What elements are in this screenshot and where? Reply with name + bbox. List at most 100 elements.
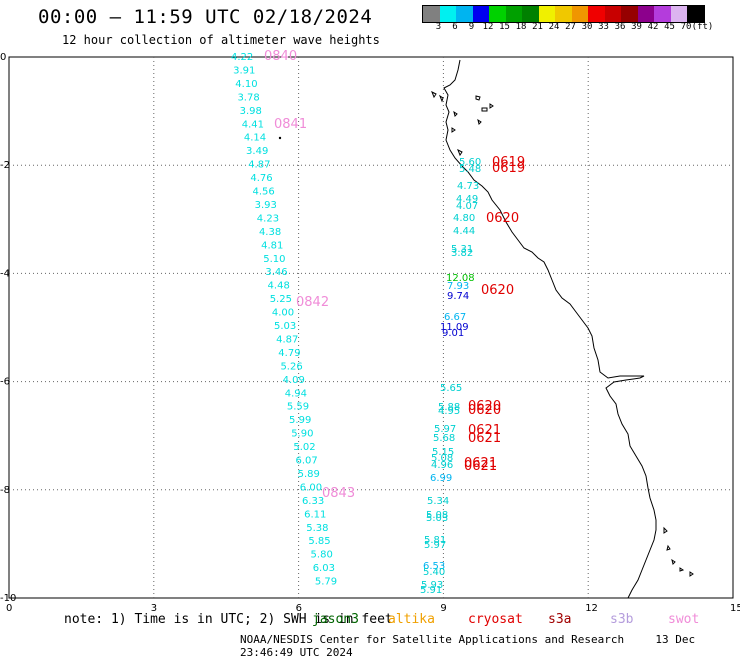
y-tick-label: -6 [0,377,10,388]
wave-height-value: 4.22 [231,52,253,63]
wave-height-value: 4.10 [235,79,257,90]
wave-height-value: 5.85 [308,536,330,547]
y-tick-label: -10 [0,593,16,604]
color-swatch [505,6,522,22]
pass-time-label: 0620 [481,283,514,298]
color-swatch [472,6,489,22]
color-swatch [687,6,704,22]
color-swatch [621,6,638,22]
color-swatch [456,6,473,22]
wave-height-value: 4.95 [438,406,460,417]
color-scale-label: 3 [435,22,442,32]
wave-height-value: 5.48 [459,164,481,175]
wave-height-value: 7.93 [447,281,469,292]
grid-lines [9,57,733,598]
color-scale-label: 18 [515,22,527,32]
wave-height-value: 6.00 [300,482,322,493]
coast-islands [431,90,694,577]
pass-time-label: 0840 [264,49,297,64]
wave-height-value: 4.81 [261,240,283,251]
wave-height-value: 5.60 [459,157,481,168]
wave-height-value: 5.89 [298,469,320,480]
pass-time-label: 0621 [468,423,501,438]
color-swatch [588,6,605,22]
wave-height-value: 5.31 [451,244,473,255]
color-scale-label: 33 [598,22,609,32]
pass-time-label: 0619 [492,155,525,170]
y-tick-label: -8 [0,485,10,496]
wave-height-value: 6.11 [304,509,326,520]
color-swatch [571,6,588,22]
x-tick-label: 12 [585,603,598,614]
wave-height-value: 5.25 [270,294,292,305]
wave-height-value: 5.40 [423,567,445,578]
wave-height-value: 12.08 [446,273,475,284]
wave-height-value: 4.80 [453,213,475,224]
page-subtitle: 12 hour collection of altimeter wave hei… [62,33,380,47]
wave-height-value: 6.03 [313,563,335,574]
island-dot [278,136,282,140]
wave-height-value: 4.73 [457,181,479,192]
wave-height-value: 5.79 [315,577,337,588]
pass-time-label: 0620 [486,211,519,226]
wave-height-value: 5.38 [306,523,328,534]
wave-height-value: 4.87 [276,334,298,345]
footer-credit: NOAA/NESDIS Center for Satellite Applica… [240,633,625,646]
pass-time-label: 0841 [274,117,307,132]
wave-height-value: 5.97 [424,540,446,551]
wave-height-value: 5.03 [274,321,296,332]
color-scale-label: 12 [482,22,494,32]
wave-height-value: 5.15 [432,447,454,458]
wave-height-value: 5.26 [280,361,302,372]
wave-height-value: 5.08 [431,453,453,464]
wave-height-value: 5.65 [440,383,462,394]
wave-height-value: 5.34 [427,496,449,507]
color-swatch [670,6,687,22]
wave-height-value: 5.99 [289,415,311,426]
plot-frame [8,56,734,599]
wave-height-value: 4.09 [283,375,305,386]
wave-height-value: 3.49 [246,146,268,157]
wave-height-value: 4.07 [456,201,478,212]
wave-height-value: 5.68 [433,433,455,444]
wave-height-value: 4.87 [248,160,270,171]
y-tick-label: -4 [0,268,10,279]
color-scale-label: (ft) [691,22,714,32]
legend-jason3: jason3 [312,612,359,627]
wave-height-value: 5.02 [293,442,315,453]
x-tick-label: 3 [151,603,157,614]
color-swatch [522,6,539,22]
wave-height-value: 5.93 [421,580,443,591]
color-scale-label: 30 [581,22,593,32]
x-tick-label: 9 [440,603,446,614]
y-tick-label: -2 [0,160,10,171]
wave-height-value: 5.81 [424,535,446,546]
wave-height-value: 3.78 [237,92,259,103]
wave-height-value: 4.00 [272,308,294,319]
wave-height-value: 3.82 [451,248,473,259]
wave-height-value: 5.59 [287,402,309,413]
y-tick-label: 0 [0,52,6,63]
wave-height-value: 5.08 [426,510,448,521]
wave-height-value: 5.90 [291,429,313,440]
pass-time-label: 0843 [322,486,355,501]
wave-height-value: 4.56 [253,187,275,198]
wave-height-value: 3.93 [255,200,277,211]
legend-altika: altika [388,612,435,627]
wave-height-value: 4.49 [456,194,478,205]
wave-height-value: 4.41 [242,119,264,130]
wave-height-value: 3.46 [265,267,287,278]
color-scale-bar [422,5,705,23]
wave-height-value: 6.07 [296,456,318,467]
wave-height-value: 6.67 [444,312,466,323]
wave-height-value: 4.44 [453,226,475,237]
coastline [443,59,657,599]
pass-time-label: 0621 [464,459,497,474]
footer: NOAA/NESDIS Center for Satellite Applica… [240,633,740,659]
color-scale-label: 36 [614,22,626,32]
wave-height-value: 5.80 [311,550,333,561]
color-scale-label: 70 [680,22,692,32]
wave-height-value: 11.09 [440,322,469,333]
color-swatch [489,6,506,22]
